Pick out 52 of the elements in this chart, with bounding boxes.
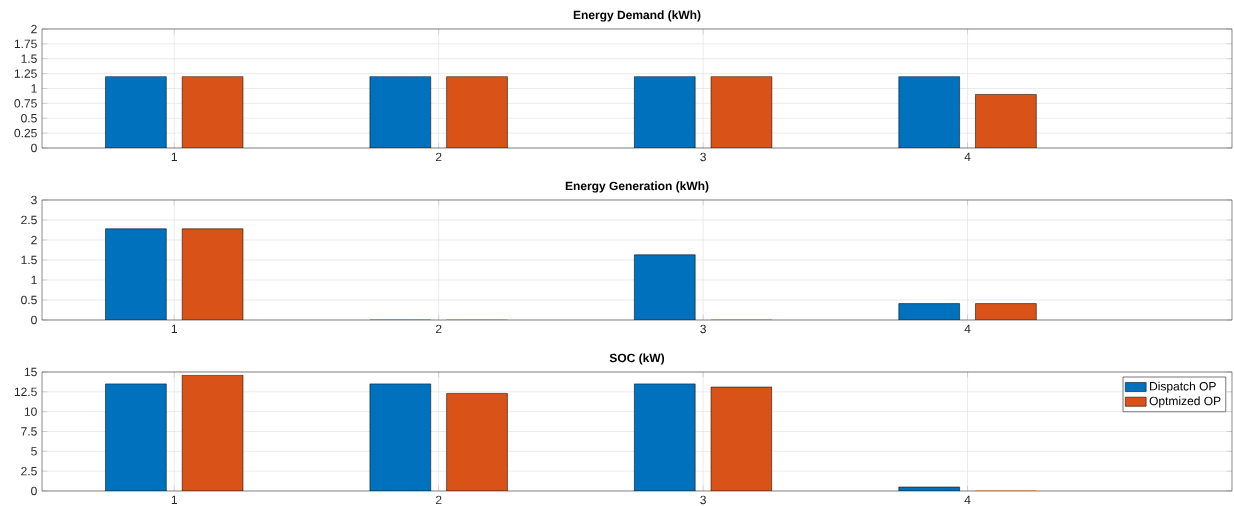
bar (446, 393, 508, 491)
bar (898, 303, 960, 320)
y-tick-label: 1 (31, 84, 37, 93)
bar (975, 303, 1037, 320)
y-tick-label: 5 (31, 447, 37, 456)
x-tick-label: 3 (700, 324, 706, 334)
x-tick-label: 2 (435, 152, 442, 162)
y-tick-label: 0 (31, 315, 37, 325)
chart-title: Energy Generation (kWh) (565, 181, 709, 193)
x-tick-label: 3 (700, 495, 706, 505)
y-tick-label: 15 (24, 367, 37, 377)
y-tick-label: 10 (24, 407, 37, 416)
x-tick-label: 4 (964, 495, 971, 504)
y-tick-label: 0 (31, 143, 37, 153)
bar (105, 228, 167, 320)
y-tick-label: 0.5 (21, 113, 37, 123)
bar (105, 383, 167, 491)
y-tick-label: 1.5 (21, 54, 37, 63)
y-tick-label: 0.5 (21, 295, 37, 305)
y-tick-label: 0.75 (14, 99, 37, 108)
x-tick-label: 1 (171, 152, 177, 161)
bar (634, 383, 696, 491)
bar (898, 486, 960, 491)
bar (181, 228, 244, 320)
bar (634, 254, 696, 320)
bar (181, 374, 244, 491)
y-tick-label: 1.5 (21, 255, 37, 265)
chart-title: Energy Demand (kWh) (573, 10, 701, 22)
y-tick-label: 0.25 (14, 128, 37, 138)
x-tick-label: 3 (700, 152, 706, 162)
y-tick-label: 12.5 (14, 387, 37, 397)
y-tick-label: 2 (31, 235, 37, 245)
y-tick-label: 2.5 (21, 466, 37, 476)
legend-label: Optmized OP (1149, 396, 1221, 408)
x-tick-label: 4 (964, 152, 971, 161)
y-tick-label: 2 (31, 24, 37, 34)
x-tick-label: 2 (435, 495, 442, 505)
x-tick-label: 4 (964, 324, 971, 333)
x-tick-label: 2 (435, 324, 442, 334)
y-tick-label: 1.75 (14, 39, 37, 49)
y-tick-label: 7.5 (21, 427, 37, 436)
x-tick-label: 1 (171, 324, 177, 333)
y-tick-label: 1.25 (14, 69, 37, 78)
y-tick-label: 1 (31, 275, 37, 285)
chart-title: SOC (kW) (609, 353, 665, 365)
y-tick-label: 0 (31, 486, 37, 496)
bar (369, 383, 432, 491)
y-tick-label: 3 (31, 195, 37, 205)
bar (710, 386, 773, 491)
y-tick-label: 2.5 (21, 215, 37, 225)
x-tick-label: 1 (171, 495, 177, 504)
legend-label: Dispatch OP (1150, 381, 1216, 393)
